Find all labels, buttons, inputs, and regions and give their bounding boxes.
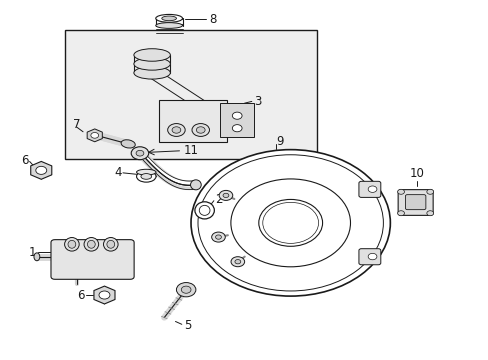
Ellipse shape — [195, 202, 214, 219]
Circle shape — [232, 125, 242, 132]
Circle shape — [262, 202, 318, 243]
FancyBboxPatch shape — [358, 249, 380, 265]
Circle shape — [131, 147, 148, 159]
Text: 4: 4 — [114, 166, 122, 179]
Text: 8: 8 — [208, 13, 216, 26]
FancyBboxPatch shape — [159, 100, 227, 143]
Circle shape — [269, 207, 311, 238]
Circle shape — [230, 179, 350, 267]
Circle shape — [191, 150, 389, 296]
Text: 11: 11 — [183, 144, 198, 157]
Circle shape — [258, 199, 322, 246]
Ellipse shape — [134, 67, 170, 79]
FancyBboxPatch shape — [358, 181, 380, 197]
Ellipse shape — [156, 23, 182, 28]
Ellipse shape — [87, 240, 95, 248]
Text: 9: 9 — [276, 135, 283, 148]
Circle shape — [397, 189, 404, 194]
FancyBboxPatch shape — [51, 240, 134, 279]
Ellipse shape — [162, 16, 176, 21]
FancyBboxPatch shape — [220, 103, 254, 137]
Bar — [64, 30, 317, 158]
Text: 6: 6 — [20, 154, 28, 167]
Circle shape — [91, 132, 99, 138]
Ellipse shape — [199, 205, 209, 215]
Polygon shape — [87, 129, 102, 142]
Circle shape — [136, 150, 143, 156]
Circle shape — [426, 189, 433, 194]
FancyBboxPatch shape — [397, 190, 432, 215]
Circle shape — [282, 217, 298, 229]
Ellipse shape — [134, 49, 170, 61]
Circle shape — [211, 232, 225, 242]
Text: 5: 5 — [183, 319, 191, 332]
Polygon shape — [31, 161, 52, 179]
Ellipse shape — [136, 171, 156, 182]
Circle shape — [230, 257, 244, 267]
Ellipse shape — [134, 58, 170, 70]
Text: 1: 1 — [29, 246, 36, 258]
Circle shape — [234, 260, 240, 264]
Text: 7: 7 — [73, 118, 81, 131]
Circle shape — [367, 253, 376, 260]
Polygon shape — [94, 286, 115, 304]
FancyBboxPatch shape — [405, 195, 425, 210]
Text: 3: 3 — [254, 95, 261, 108]
Circle shape — [276, 212, 305, 234]
Circle shape — [196, 127, 204, 133]
Circle shape — [192, 123, 209, 136]
Circle shape — [99, 291, 110, 299]
Ellipse shape — [136, 169, 156, 175]
Ellipse shape — [107, 240, 115, 248]
Circle shape — [167, 123, 185, 136]
Circle shape — [36, 166, 47, 174]
Ellipse shape — [68, 240, 76, 248]
Circle shape — [198, 155, 383, 291]
Text: 6: 6 — [78, 288, 85, 302]
Circle shape — [367, 186, 376, 192]
Circle shape — [181, 286, 191, 293]
Circle shape — [232, 112, 242, 119]
Circle shape — [176, 283, 196, 297]
Ellipse shape — [156, 14, 182, 22]
Circle shape — [223, 193, 228, 198]
Circle shape — [215, 235, 221, 239]
Circle shape — [397, 211, 404, 216]
Ellipse shape — [141, 174, 151, 179]
Ellipse shape — [64, 238, 79, 251]
Ellipse shape — [103, 238, 118, 251]
Ellipse shape — [84, 238, 99, 251]
Text: 10: 10 — [409, 167, 424, 180]
Ellipse shape — [121, 140, 135, 148]
Text: 2: 2 — [215, 193, 223, 206]
Circle shape — [219, 190, 232, 201]
Circle shape — [426, 211, 433, 216]
Circle shape — [172, 127, 181, 133]
Ellipse shape — [34, 253, 40, 261]
Ellipse shape — [190, 180, 201, 190]
